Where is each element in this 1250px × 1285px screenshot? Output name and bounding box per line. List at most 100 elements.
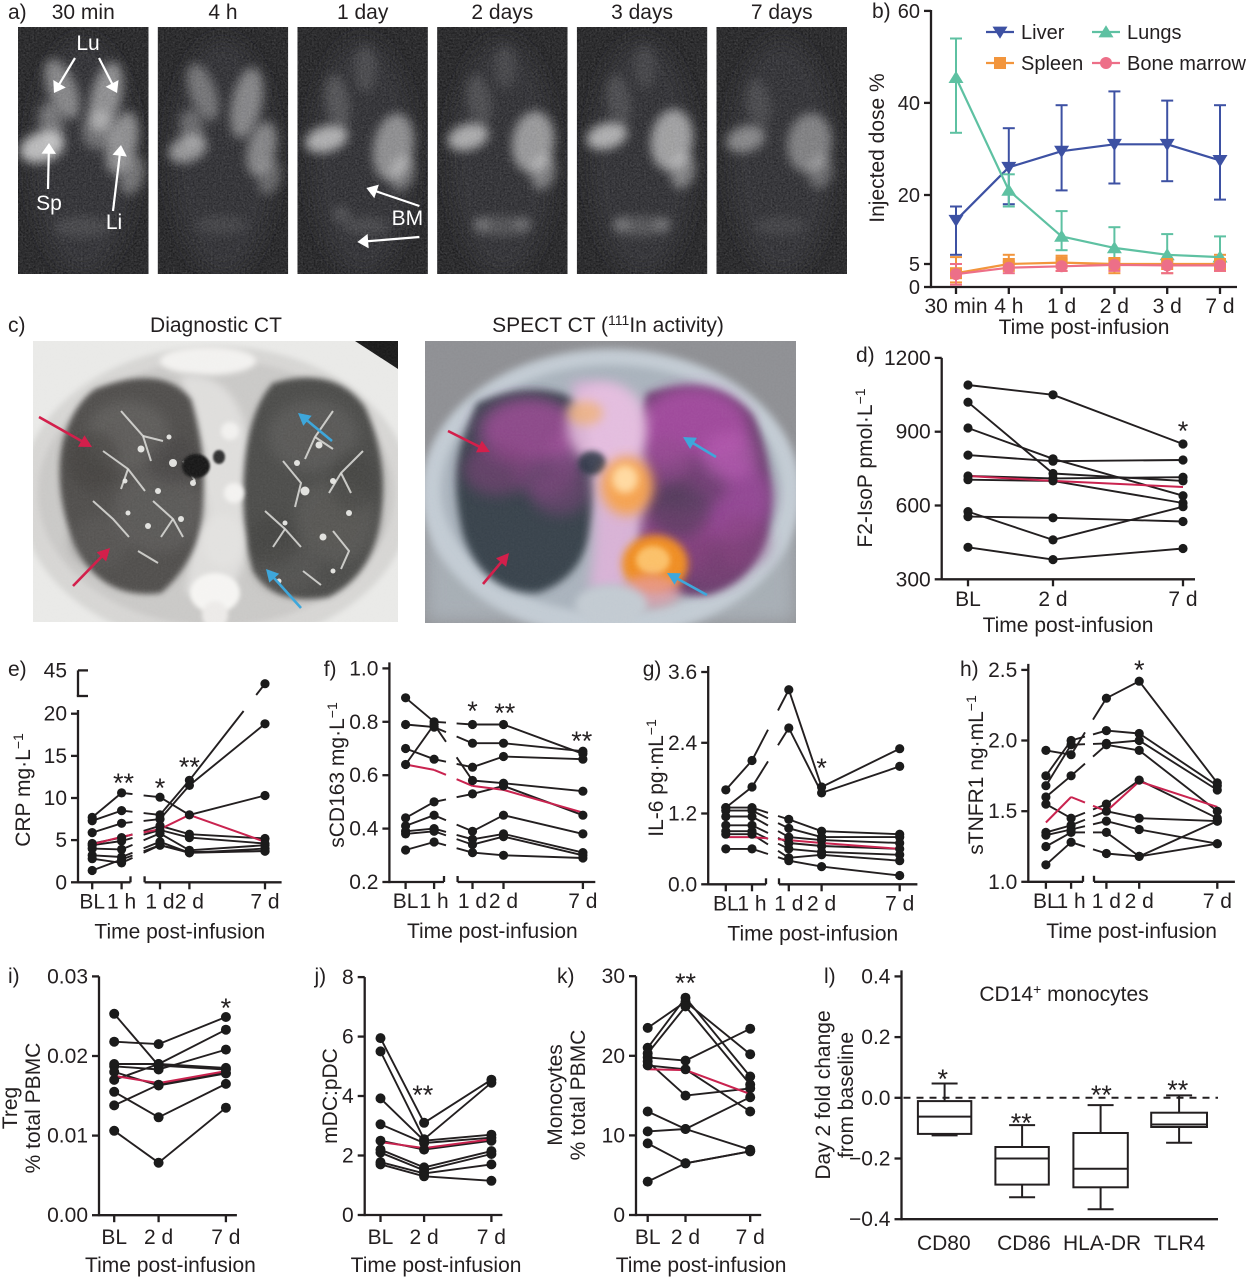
svg-text:Time post-infusion: Time post-infusion [999,316,1170,339]
svg-text:BL: BL [393,890,419,913]
svg-text:Injected dose %: Injected dose % [866,73,889,222]
svg-text:1 h: 1 h [419,890,448,913]
svg-text:0.01: 0.01 [47,1125,88,1148]
svg-text:4: 4 [342,1085,354,1108]
svg-text:2: 2 [342,1145,354,1168]
svg-text:0: 0 [342,1204,354,1227]
svg-text:b): b) [872,0,891,23]
svg-text:Li: Li [106,211,122,234]
svg-text:mDC:pDC: mDC:pDC [319,1048,342,1144]
svg-text:7 d: 7 d [477,1226,506,1249]
svg-text:*: * [155,773,166,803]
svg-text:2 d: 2 d [1100,295,1129,318]
svg-text:**: ** [179,752,201,782]
svg-text:f): f) [324,658,337,681]
svg-text:30: 30 [602,965,625,988]
svg-text:−0.2: −0.2 [849,1148,890,1171]
svg-text:2 d: 2 d [489,890,518,913]
svg-text:2.0: 2.0 [988,730,1017,753]
svg-text:i): i) [8,965,20,988]
svg-text:30 min: 30 min [924,295,987,318]
svg-text:*: * [1178,416,1189,446]
svg-text:7 d: 7 d [736,1226,765,1249]
svg-text:1.5: 1.5 [988,800,1017,823]
svg-text:2 days: 2 days [471,1,533,24]
svg-text:0.00: 0.00 [47,1204,88,1227]
svg-text:−0.4: −0.4 [849,1208,891,1231]
svg-text:40: 40 [898,93,920,115]
svg-text:F2-IsoP pmol·L−1: F2-IsoP pmol·L−1 [852,388,877,547]
svg-text:Time post-infusion: Time post-infusion [1046,920,1217,943]
svg-text:1 d: 1 d [458,890,487,913]
svg-text:0.02: 0.02 [47,1045,88,1068]
svg-text:2 d: 2 d [671,1226,700,1249]
svg-text:**: ** [1167,1075,1189,1105]
svg-text:*: * [467,696,478,726]
svg-text:1 d: 1 d [774,892,803,915]
svg-text:1 d: 1 d [1092,890,1121,913]
svg-text:CD14+ monocytes: CD14+ monocytes [979,981,1148,1006]
svg-text:*: * [816,753,827,783]
svg-text:h): h) [960,658,979,681]
svg-text:**: ** [1011,1108,1033,1138]
svg-text:d): d) [856,344,875,367]
svg-text:BL: BL [79,890,105,913]
svg-text:SPECT CT (111In activity): SPECT CT (111In activity) [492,312,724,337]
svg-text:**: ** [494,698,516,728]
svg-text:6: 6 [342,1026,354,1049]
svg-text:8: 8 [342,966,354,989]
svg-text:30 min: 30 min [52,1,115,24]
svg-text:*: * [1134,655,1145,685]
svg-text:4 h: 4 h [994,295,1023,318]
svg-text:0.03: 0.03 [47,965,88,988]
svg-text:0.2: 0.2 [349,871,378,894]
svg-text:TLR4: TLR4 [1154,1232,1206,1255]
svg-text:2 d: 2 d [144,1226,173,1249]
svg-text:Time post-infusion: Time post-infusion [351,1254,522,1277]
svg-text:0.6: 0.6 [349,764,378,787]
svg-text:j): j) [314,965,327,988]
svg-text:Day 2 fold change: Day 2 fold change [812,1010,835,1179]
svg-text:Time post-infusion: Time post-infusion [407,920,578,943]
svg-text:Lungs: Lungs [1127,22,1182,44]
svg-text:1 day: 1 day [337,1,389,24]
svg-text:*: * [938,1064,949,1094]
svg-text:4 h: 4 h [208,1,237,24]
svg-text:BL: BL [101,1226,127,1249]
svg-text:7 d: 7 d [250,890,279,913]
svg-text:2 d: 2 d [1038,588,1067,611]
svg-text:0: 0 [909,277,920,299]
svg-text:CRP mg·L−1: CRP mg·L−1 [10,733,35,847]
svg-text:1200: 1200 [884,347,931,370]
svg-text:20: 20 [602,1045,625,1068]
svg-text:2 d: 2 d [409,1226,438,1249]
svg-text:20: 20 [898,185,920,207]
svg-text:10: 10 [44,787,67,810]
svg-text:7 d: 7 d [1205,295,1234,318]
svg-text:**: ** [113,768,135,798]
svg-text:2.4: 2.4 [668,732,698,755]
svg-text:0.0: 0.0 [861,1087,890,1110]
svg-text:g): g) [643,658,662,681]
svg-text:k): k) [557,965,575,988]
svg-text:sCD163 mg·L−1: sCD163 mg·L−1 [324,702,349,848]
svg-text:60: 60 [898,1,920,23]
svg-text:Sp: Sp [36,192,62,215]
svg-text:1 d: 1 d [145,890,174,913]
svg-text:% total PBMC: % total PBMC [22,1043,45,1174]
svg-text:BL: BL [635,1226,661,1249]
svg-text:2 d: 2 d [175,890,204,913]
svg-text:1.0: 1.0 [349,657,378,680]
svg-text:5: 5 [55,829,67,852]
svg-text:0.2: 0.2 [861,1026,890,1049]
svg-text:1 h: 1 h [107,890,136,913]
svg-text:Time post-infusion: Time post-infusion [94,920,265,943]
svg-text:c): c) [8,314,26,337]
svg-text:0.4: 0.4 [349,818,379,841]
svg-text:Bone marrow: Bone marrow [1127,53,1246,75]
svg-text:0.0: 0.0 [668,873,697,896]
svg-text:1.0: 1.0 [988,871,1017,894]
svg-text:a): a) [8,1,27,24]
svg-text:CD86: CD86 [997,1232,1051,1255]
svg-text:1.2: 1.2 [668,803,697,826]
